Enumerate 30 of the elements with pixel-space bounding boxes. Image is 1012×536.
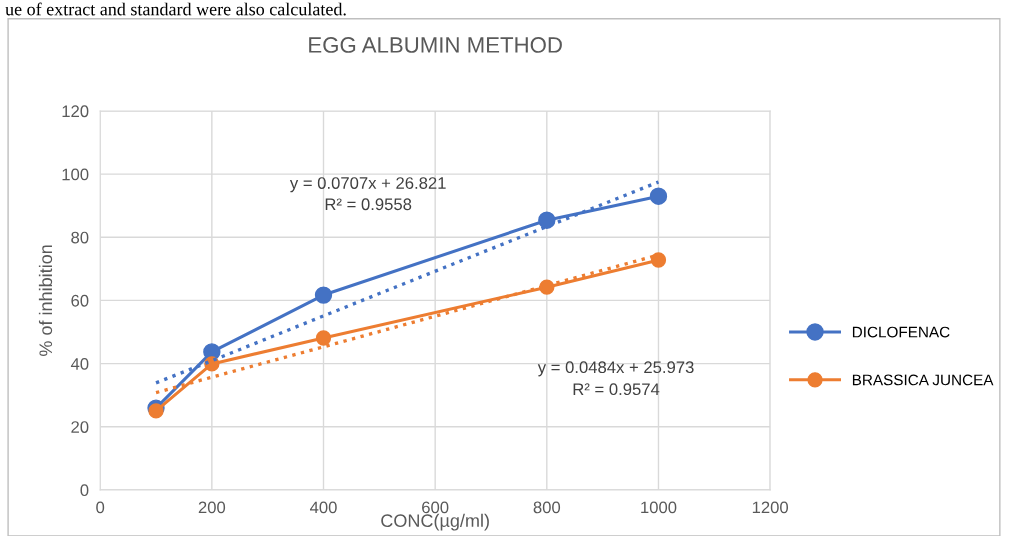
point — [315, 330, 332, 346]
annotation: R² = 0.9558 — [325, 198, 412, 211]
x-tick-label: 400 — [309, 501, 337, 514]
x-tick-label: 800 — [533, 501, 561, 514]
y-tick-label: 20 — [71, 421, 89, 433]
point — [314, 286, 333, 304]
point — [148, 403, 164, 419]
x-tick-label: 600 — [422, 501, 449, 514]
x-axis-title: CONC(µg/ml) — [381, 513, 489, 531]
annotation: y = 0.0707x + 26.821 — [289, 177, 446, 193]
point — [538, 211, 556, 229]
y-tick-label: 60 — [71, 294, 89, 307]
text: ue of extract and standard were also calculated. — [5, 2, 346, 16]
y-tick-label: 120 — [62, 105, 89, 118]
y-tick-label: 100 — [62, 168, 89, 181]
point — [650, 252, 667, 268]
annotation: y = 0.0484x + 25.973 — [537, 361, 694, 377]
x-tick-label: 1000 — [641, 501, 677, 514]
y-tick-label: 0 — [80, 484, 89, 497]
legend-label: BRASSICA JUNCEA — [852, 374, 994, 386]
annotation: R² = 0.9574 — [573, 383, 660, 396]
y-axis-title: % of inhibition — [38, 245, 53, 356]
x-tick-label: 200 — [198, 501, 226, 514]
legend-label: DICLOFENAC — [852, 326, 950, 338]
point — [649, 187, 668, 205]
y-tick-label: 80 — [71, 231, 89, 244]
x-tick-label: 0 — [96, 501, 105, 514]
x-tick-label: 1200 — [752, 501, 789, 514]
y-tick-label: 40 — [70, 357, 89, 370]
chart-title: EGG ALBUMIN METHOD — [309, 37, 562, 53]
